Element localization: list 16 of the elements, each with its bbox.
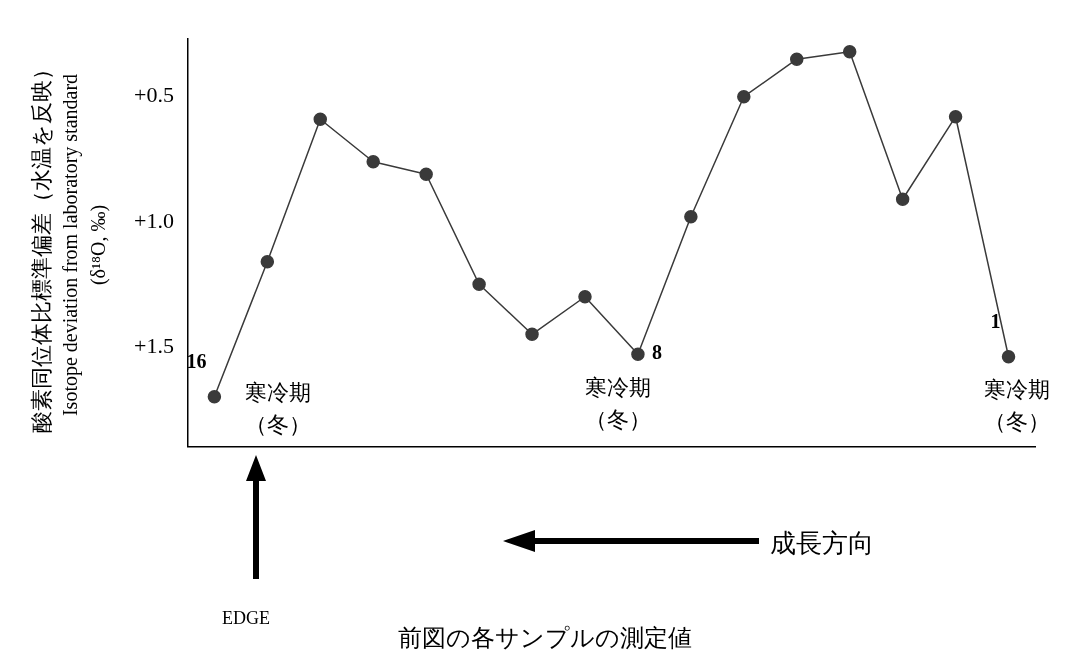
y-tick-label: +1.5 [133, 332, 174, 358]
annotation: （冬） [983, 409, 1050, 435]
y-axis-title: 酸素同位体比標準偏差（水温を反映） Isotope deviation from laboratory standard (δ¹⁸O, ‰) [28, 57, 111, 433]
x-tick-label: 1 [990, 309, 1001, 332]
text: 成長方向 [770, 527, 874, 560]
annotation: 寒冷期 [584, 375, 651, 400]
annotation: （冬） [584, 407, 651, 432]
y-tick-label: +0.5 [133, 82, 174, 108]
annotation: 寒冷期 [245, 379, 312, 405]
text: 前図の各サンプルの測定値 [398, 624, 692, 652]
x-tick-label: 8 [651, 341, 662, 364]
annotation: （冬） [245, 411, 312, 437]
text: EDGE [222, 608, 270, 629]
annotation: 寒冷期 [983, 377, 1050, 403]
y-tick-label: +1.0 [133, 207, 174, 233]
x-tick-label: 16 [186, 349, 207, 372]
